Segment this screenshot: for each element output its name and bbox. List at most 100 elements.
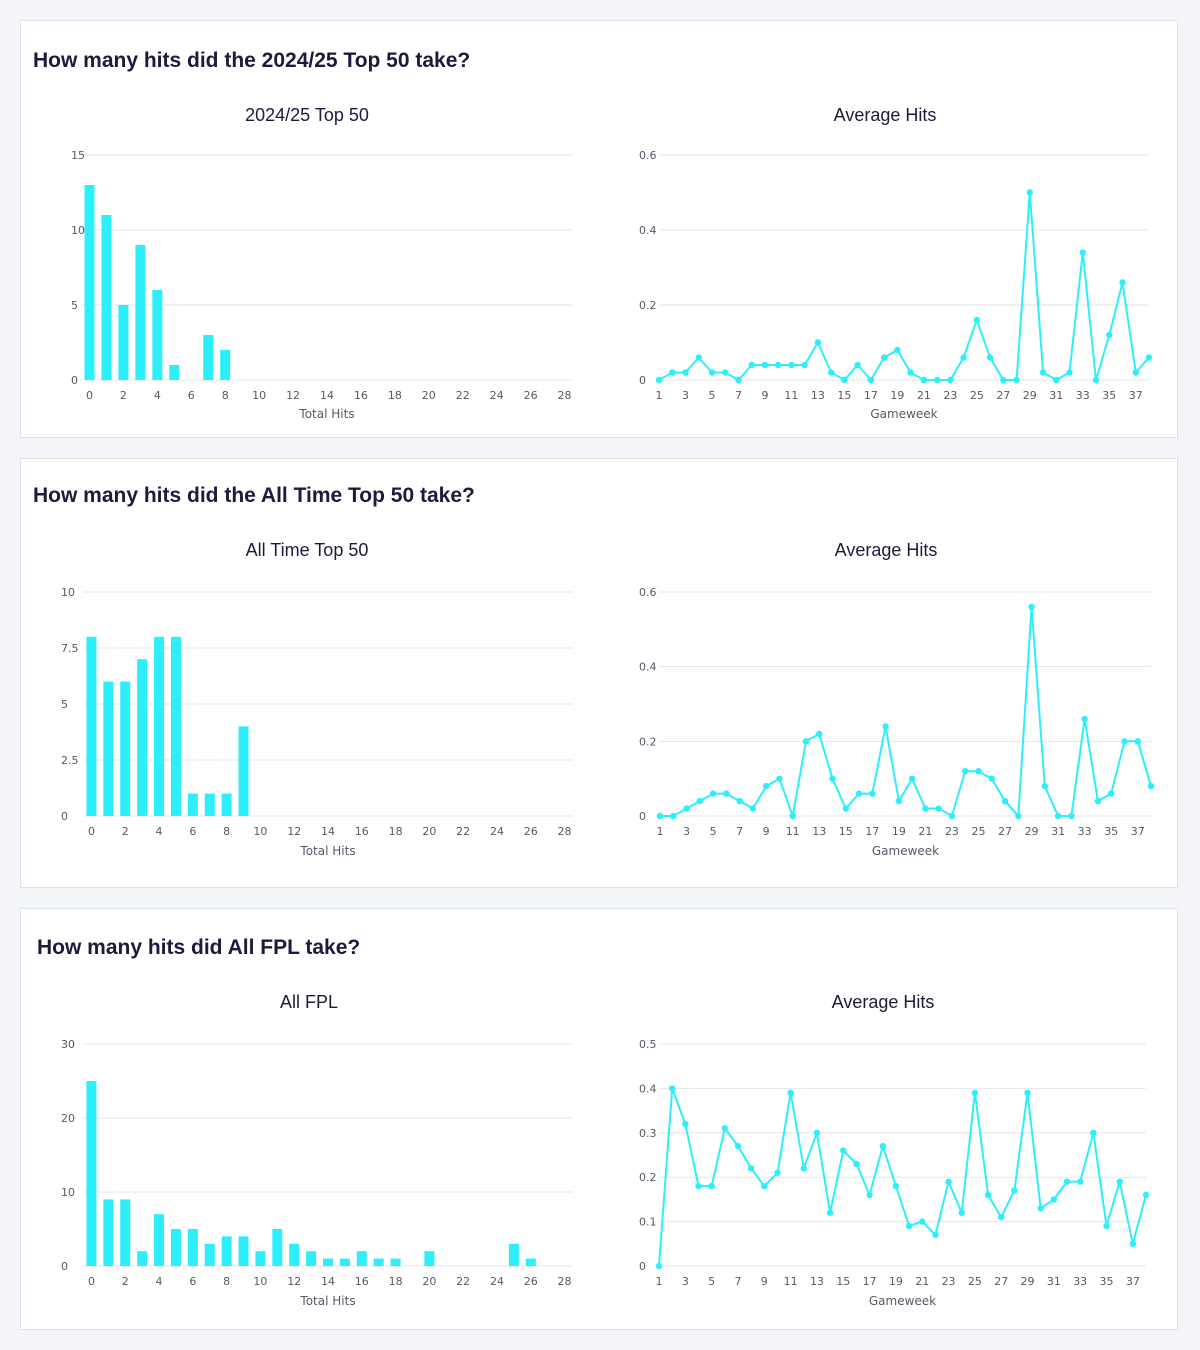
data-point xyxy=(695,1182,702,1190)
y-tick-label: 2.5 xyxy=(61,754,79,767)
x-tick-label: 7 xyxy=(735,389,742,402)
data-point xyxy=(749,805,757,812)
chart-title: Average Hits xyxy=(834,105,937,125)
x-tick-label: 5 xyxy=(710,825,717,838)
data-point xyxy=(892,1182,900,1190)
x-axis-label: Gameweek xyxy=(869,1294,936,1308)
series-line xyxy=(658,1087,1147,1267)
x-tick-label: 23 xyxy=(942,1275,956,1288)
chart-title: Average Hits xyxy=(832,992,935,1012)
data-point xyxy=(855,790,863,797)
data-point xyxy=(1024,1089,1031,1097)
x-tick-label: 37 xyxy=(1129,389,1143,402)
data-point xyxy=(761,361,769,369)
bar xyxy=(424,1251,435,1266)
bar xyxy=(204,1243,215,1266)
data-point xyxy=(682,369,689,376)
x-tick-label: 24 xyxy=(490,389,504,402)
x-tick-label: 13 xyxy=(810,1275,824,1288)
y-tick-label: 0.5 xyxy=(639,1038,657,1051)
x-tick-label: 14 xyxy=(321,825,335,838)
data-point xyxy=(722,369,729,376)
x-tick-label: 5 xyxy=(708,1275,715,1288)
bar xyxy=(238,1236,249,1266)
x-tick-label: 28 xyxy=(558,825,572,838)
x-tick-label: 33 xyxy=(1073,1275,1087,1288)
x-tick-label: 4 xyxy=(156,1275,163,1288)
x-tick-label: 11 xyxy=(784,389,798,402)
x-tick-label: 3 xyxy=(682,1275,689,1288)
data-point xyxy=(867,376,875,384)
bar xyxy=(373,1258,384,1266)
x-tick-label: 37 xyxy=(1126,1275,1140,1288)
data-point xyxy=(1119,279,1126,286)
bar xyxy=(170,1229,181,1266)
y-tick-label: 5 xyxy=(61,698,68,711)
x-tick-label: 16 xyxy=(355,1275,369,1288)
data-point xyxy=(788,361,795,369)
data-point xyxy=(880,354,888,361)
data-point xyxy=(1050,1196,1058,1203)
data-point xyxy=(1013,376,1020,384)
x-axis-label: Gameweek xyxy=(872,844,939,858)
data-point xyxy=(998,1213,1005,1221)
bar xyxy=(525,1258,536,1266)
y-tick-label: 0.2 xyxy=(639,1171,657,1184)
x-tick-label: 9 xyxy=(761,389,768,402)
bar xyxy=(86,1081,97,1266)
y-tick-label: 0 xyxy=(639,1260,646,1273)
series-line xyxy=(660,605,1152,817)
bar xyxy=(170,636,181,816)
x-tick-label: 1 xyxy=(657,825,664,838)
data-point xyxy=(920,376,928,384)
y-tick-label: 0.2 xyxy=(639,735,657,748)
y-tick-label: 0.3 xyxy=(639,1127,657,1140)
x-tick-label: 15 xyxy=(836,1275,850,1288)
x-tick-label: 20 xyxy=(422,1275,436,1288)
x-tick-label: 12 xyxy=(286,389,300,402)
data-point xyxy=(1121,738,1128,745)
x-tick-label: 16 xyxy=(354,389,368,402)
y-tick-label: 0.2 xyxy=(639,299,657,312)
x-tick-label: 31 xyxy=(1049,389,1063,402)
data-point xyxy=(1094,797,1102,805)
bar xyxy=(204,793,215,816)
x-tick-label: 29 xyxy=(1021,1275,1035,1288)
data-point xyxy=(1053,376,1060,384)
data-point xyxy=(882,723,889,730)
y-tick-label: 15 xyxy=(71,149,85,162)
y-tick-label: 0 xyxy=(61,810,68,823)
data-point xyxy=(933,376,941,384)
bar xyxy=(103,681,114,816)
x-tick-label: 8 xyxy=(223,825,230,838)
x-tick-label: 14 xyxy=(320,389,334,402)
x-tick-label: 31 xyxy=(1047,1275,1061,1288)
bar xyxy=(221,793,232,816)
data-point xyxy=(1079,249,1086,256)
data-point xyxy=(670,812,677,820)
data-point xyxy=(1116,1178,1123,1185)
x-tick-label: 25 xyxy=(968,1275,982,1288)
x-tick-label: 23 xyxy=(943,389,957,402)
chart-panel-all-fpl: How many hits did All FPL take? All FPL 0… xyxy=(20,908,1178,1330)
x-tick-label: 3 xyxy=(683,825,690,838)
x-tick-label: 7 xyxy=(736,825,743,838)
x-tick-label: 16 xyxy=(355,825,369,838)
x-tick-label: 0 xyxy=(88,825,95,838)
data-point xyxy=(973,316,981,324)
x-tick-label: 27 xyxy=(996,389,1010,402)
bar xyxy=(187,1229,198,1266)
data-point xyxy=(919,1218,926,1225)
x-tick-label: 22 xyxy=(456,1275,470,1288)
data-point xyxy=(905,1222,913,1230)
y-tick-label: 10 xyxy=(61,1186,75,1199)
x-tick-label: 1 xyxy=(656,389,663,402)
y-tick-label: 7.5 xyxy=(61,642,79,655)
data-point xyxy=(774,1169,781,1176)
chart-title: All FPL xyxy=(280,992,338,1012)
x-tick-label: 21 xyxy=(917,389,931,402)
chart-title: All Time Top 50 xyxy=(246,540,369,560)
data-point xyxy=(682,1120,689,1128)
data-point xyxy=(776,775,783,782)
x-tick-label: 35 xyxy=(1100,1275,1114,1288)
